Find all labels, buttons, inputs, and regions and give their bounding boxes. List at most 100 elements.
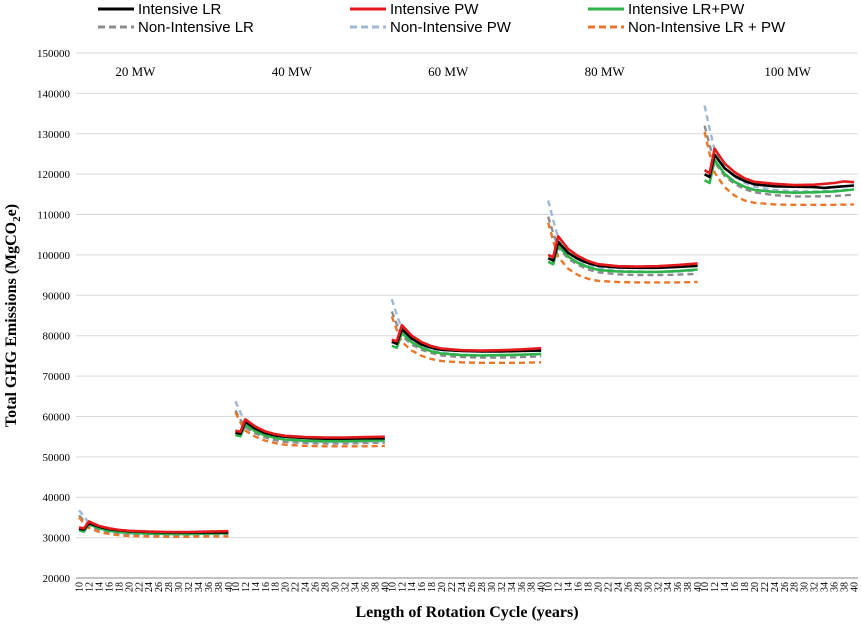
x-tick-label: 24 bbox=[457, 582, 468, 592]
x-tick-label: 28 bbox=[321, 582, 332, 592]
series-line bbox=[390, 315, 542, 364]
x-tick-label: 12 bbox=[397, 582, 408, 592]
legend-label: Non-Intensive LR bbox=[138, 19, 254, 36]
x-tick-label: 18 bbox=[114, 582, 125, 592]
x-tick-label: 18 bbox=[740, 582, 751, 592]
x-tick-label: 40 bbox=[537, 582, 548, 592]
x-tick-label: 16 bbox=[417, 582, 428, 592]
group-label: 60 MW bbox=[428, 64, 469, 79]
x-tick-label: 14 bbox=[94, 582, 105, 592]
x-tick-label: 10 bbox=[231, 582, 242, 592]
x-tick-label: 28 bbox=[477, 582, 488, 592]
legend-label: Intensive LR bbox=[138, 1, 222, 18]
x-tick-label: 18 bbox=[427, 582, 438, 592]
x-tick-label: 36 bbox=[360, 582, 371, 592]
legend-label: Intensive PW bbox=[390, 1, 479, 18]
series-line bbox=[547, 222, 698, 284]
x-tick-label: 16 bbox=[261, 582, 272, 592]
x-tick-label: 14 bbox=[564, 582, 575, 592]
y-tick-label: 110000 bbox=[37, 210, 70, 222]
group-label: 40 MW bbox=[272, 64, 313, 79]
x-tick-label: 20 bbox=[750, 582, 761, 592]
x-tick-label: 38 bbox=[370, 582, 381, 592]
y-tick-label: 140000 bbox=[37, 88, 71, 100]
group-label: 80 MW bbox=[585, 64, 626, 79]
x-tick-label: 24 bbox=[613, 582, 624, 592]
y-axis-title-subscript: 2 bbox=[11, 216, 23, 222]
x-tick-label: 10 bbox=[75, 582, 86, 592]
legend: Intensive LR Intensive PW Intensive LR+PWN… bbox=[98, 1, 786, 36]
x-tick-label: 32 bbox=[810, 582, 821, 592]
series-lines bbox=[78, 105, 855, 538]
y-tick-label: 60000 bbox=[43, 411, 71, 423]
x-tick-label: 18 bbox=[271, 582, 282, 592]
x-tick-label: 12 bbox=[84, 582, 95, 592]
x-tick-label: 26 bbox=[311, 582, 322, 592]
y-axis-title-tail: e) bbox=[3, 204, 20, 216]
legend-label: Non-Intensive PW bbox=[390, 19, 512, 36]
x-tick-label: 34 bbox=[194, 582, 205, 592]
x-tick-label: 36 bbox=[517, 582, 528, 592]
y-tick-label: 20000 bbox=[43, 573, 71, 585]
x-tick-label: 26 bbox=[623, 582, 634, 592]
x-tick-label: 32 bbox=[653, 582, 664, 592]
x-tick-label: 10 bbox=[387, 582, 398, 592]
x-tick-label: 28 bbox=[790, 582, 801, 592]
series-line bbox=[391, 327, 542, 353]
x-tick-label: 36 bbox=[204, 582, 215, 592]
legend-label: Non-Intensive LR + PW bbox=[628, 19, 786, 36]
x-tick-label: 32 bbox=[497, 582, 508, 592]
series-line bbox=[78, 520, 229, 534]
series-line bbox=[234, 400, 385, 444]
x-tick-label: 16 bbox=[730, 582, 741, 592]
x-tick-label: 26 bbox=[154, 582, 165, 592]
x-tick-label: 24 bbox=[301, 582, 312, 592]
series-line bbox=[391, 323, 542, 352]
y-axis-title-main: Total GHG Emissions (MgCO bbox=[3, 222, 20, 427]
gridlines bbox=[76, 52, 858, 579]
x-tick-label: 22 bbox=[760, 582, 771, 592]
x-tick-label: 20 bbox=[437, 582, 448, 592]
x-tick-label: 40 bbox=[693, 582, 704, 592]
x-axis-title: Length of Rotation Cycle (years) bbox=[355, 604, 578, 621]
x-tick-label: 22 bbox=[447, 582, 458, 592]
y-tick-label: 70000 bbox=[43, 371, 71, 383]
y-tick-label: 40000 bbox=[43, 492, 71, 504]
group-label: 20 MW bbox=[115, 64, 156, 79]
y-tick-label: 130000 bbox=[37, 129, 71, 141]
y-tick-label: 120000 bbox=[37, 169, 71, 181]
x-tick-label: 36 bbox=[830, 582, 841, 592]
x-tick-label: 28 bbox=[164, 582, 175, 592]
series-line bbox=[235, 418, 385, 439]
x-tick-label: 20 bbox=[281, 582, 292, 592]
x-tick-label: 24 bbox=[144, 582, 155, 592]
x-tick-label: 40 bbox=[850, 582, 861, 592]
x-tick-label: 20 bbox=[594, 582, 605, 592]
y-tick-label: 50000 bbox=[43, 452, 71, 464]
x-tick-label: 24 bbox=[770, 582, 781, 592]
y-tick-label: 90000 bbox=[43, 290, 71, 302]
x-tick-label: 12 bbox=[554, 582, 565, 592]
series-line bbox=[703, 105, 855, 193]
x-tick-label: 38 bbox=[214, 582, 225, 592]
x-tick-label: 34 bbox=[820, 582, 831, 592]
x-tick-label: 16 bbox=[574, 582, 585, 592]
x-tick-label: 30 bbox=[800, 582, 811, 592]
y-axis-ticks: 20000 30000 40000 50000 60000 70000 80000 90000… bbox=[37, 48, 71, 585]
x-tick-label: 20 bbox=[124, 582, 135, 592]
x-tick-label: 36 bbox=[673, 582, 684, 592]
x-tick-label: 32 bbox=[340, 582, 351, 592]
group-label: 100 MW bbox=[764, 64, 811, 79]
series-line bbox=[703, 147, 855, 187]
x-axis-ticks: 1012141618202224262830323436384010121416… bbox=[75, 582, 861, 592]
x-tick-label: 30 bbox=[174, 582, 185, 592]
x-tick-label: 14 bbox=[720, 582, 731, 592]
x-tick-label: 16 bbox=[104, 582, 115, 592]
x-tick-label: 34 bbox=[507, 582, 518, 592]
series-line bbox=[703, 131, 855, 206]
legend-label: Intensive LR+PW bbox=[628, 1, 745, 18]
y-axis-title: Total GHG Emissions (MgCO2e) bbox=[3, 204, 23, 427]
x-tick-label: 30 bbox=[331, 582, 342, 592]
x-tick-label: 26 bbox=[780, 582, 791, 592]
